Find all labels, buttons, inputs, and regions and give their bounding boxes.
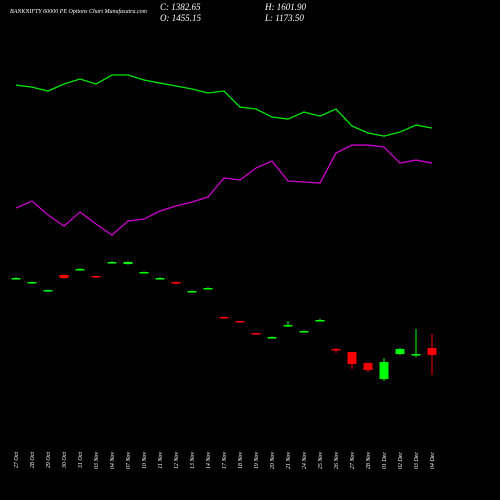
x-tick-label: 21 Nov bbox=[286, 452, 292, 470]
candle-body bbox=[123, 262, 133, 265]
line-series bbox=[15, 74, 433, 137]
x-tick-label: 03 Nov bbox=[94, 452, 100, 470]
candle-body bbox=[395, 348, 405, 355]
candle-body bbox=[91, 275, 101, 278]
candle-body bbox=[187, 291, 197, 293]
open-label: O: 1455.15 bbox=[160, 13, 201, 23]
candle-body bbox=[203, 288, 213, 290]
candle-body bbox=[155, 277, 165, 280]
candle-body bbox=[315, 320, 325, 322]
candle-body bbox=[427, 348, 437, 355]
candle-body bbox=[75, 268, 85, 271]
x-tick-label: 11 Nov bbox=[158, 452, 164, 469]
candle-body bbox=[219, 316, 229, 319]
close-label: C: 1382.65 bbox=[160, 2, 201, 12]
candle-body bbox=[235, 320, 245, 323]
x-tick-label: 04 Dec bbox=[429, 452, 436, 469]
candle-body bbox=[347, 352, 357, 365]
line-series bbox=[15, 144, 433, 236]
x-tick-label: 29 Oct bbox=[46, 452, 52, 468]
candle-body bbox=[299, 331, 309, 333]
x-tick-label: 17 Nov bbox=[222, 452, 228, 470]
x-tick-label: 28 Nov bbox=[366, 452, 372, 470]
x-tick-label: 27 Nov bbox=[350, 452, 356, 470]
x-tick-label: 20 Nov bbox=[270, 452, 276, 470]
candle-body bbox=[27, 282, 37, 284]
x-tick-label: 24 Nov bbox=[301, 452, 308, 470]
x-tick-label: 28 Oct bbox=[30, 452, 36, 468]
x-tick-label: 12 Nov bbox=[174, 452, 180, 470]
candle-body bbox=[107, 262, 117, 264]
candle-body bbox=[267, 337, 277, 339]
chart-title: BANKNIFTY 60000 PE Options Chart Munafas… bbox=[10, 8, 148, 15]
x-tick-label: 10 Nov bbox=[142, 452, 148, 470]
x-tick-label: 25 Nov bbox=[318, 452, 324, 470]
candle-body bbox=[171, 282, 181, 284]
x-tick-label: 14 Nov bbox=[205, 452, 212, 470]
high-label: H: 1601.90 bbox=[264, 2, 306, 12]
x-tick-label: 13 Nov bbox=[190, 452, 196, 470]
x-tick-label: 07 Nov bbox=[126, 452, 132, 470]
candle-body bbox=[43, 290, 53, 292]
candle-body bbox=[379, 362, 389, 380]
x-tick-label: 30 Oct bbox=[62, 452, 68, 469]
x-tick-label: 04 Nov bbox=[109, 452, 116, 470]
candle-body bbox=[139, 272, 149, 274]
x-tick-label: 31 Oct bbox=[78, 452, 84, 469]
candle-body bbox=[283, 325, 293, 327]
x-tick-label: 27 Oct bbox=[14, 452, 20, 468]
candle-body bbox=[363, 363, 373, 371]
x-tick-label: 18 Nov bbox=[238, 452, 244, 470]
x-tick-label: 01 Dec bbox=[382, 452, 388, 469]
candle-body bbox=[251, 333, 261, 335]
x-tick-label: 19 Nov bbox=[254, 452, 260, 470]
candle-body bbox=[11, 277, 21, 280]
x-tick-label: 03 Dec bbox=[414, 452, 420, 469]
candle-body bbox=[331, 348, 341, 351]
x-tick-label: 26 Nov bbox=[334, 452, 340, 470]
low-label: L: 1173.50 bbox=[264, 13, 304, 23]
candle-body bbox=[411, 354, 421, 356]
x-tick-label: 02 Dec bbox=[398, 452, 404, 469]
candle-body bbox=[59, 275, 69, 278]
